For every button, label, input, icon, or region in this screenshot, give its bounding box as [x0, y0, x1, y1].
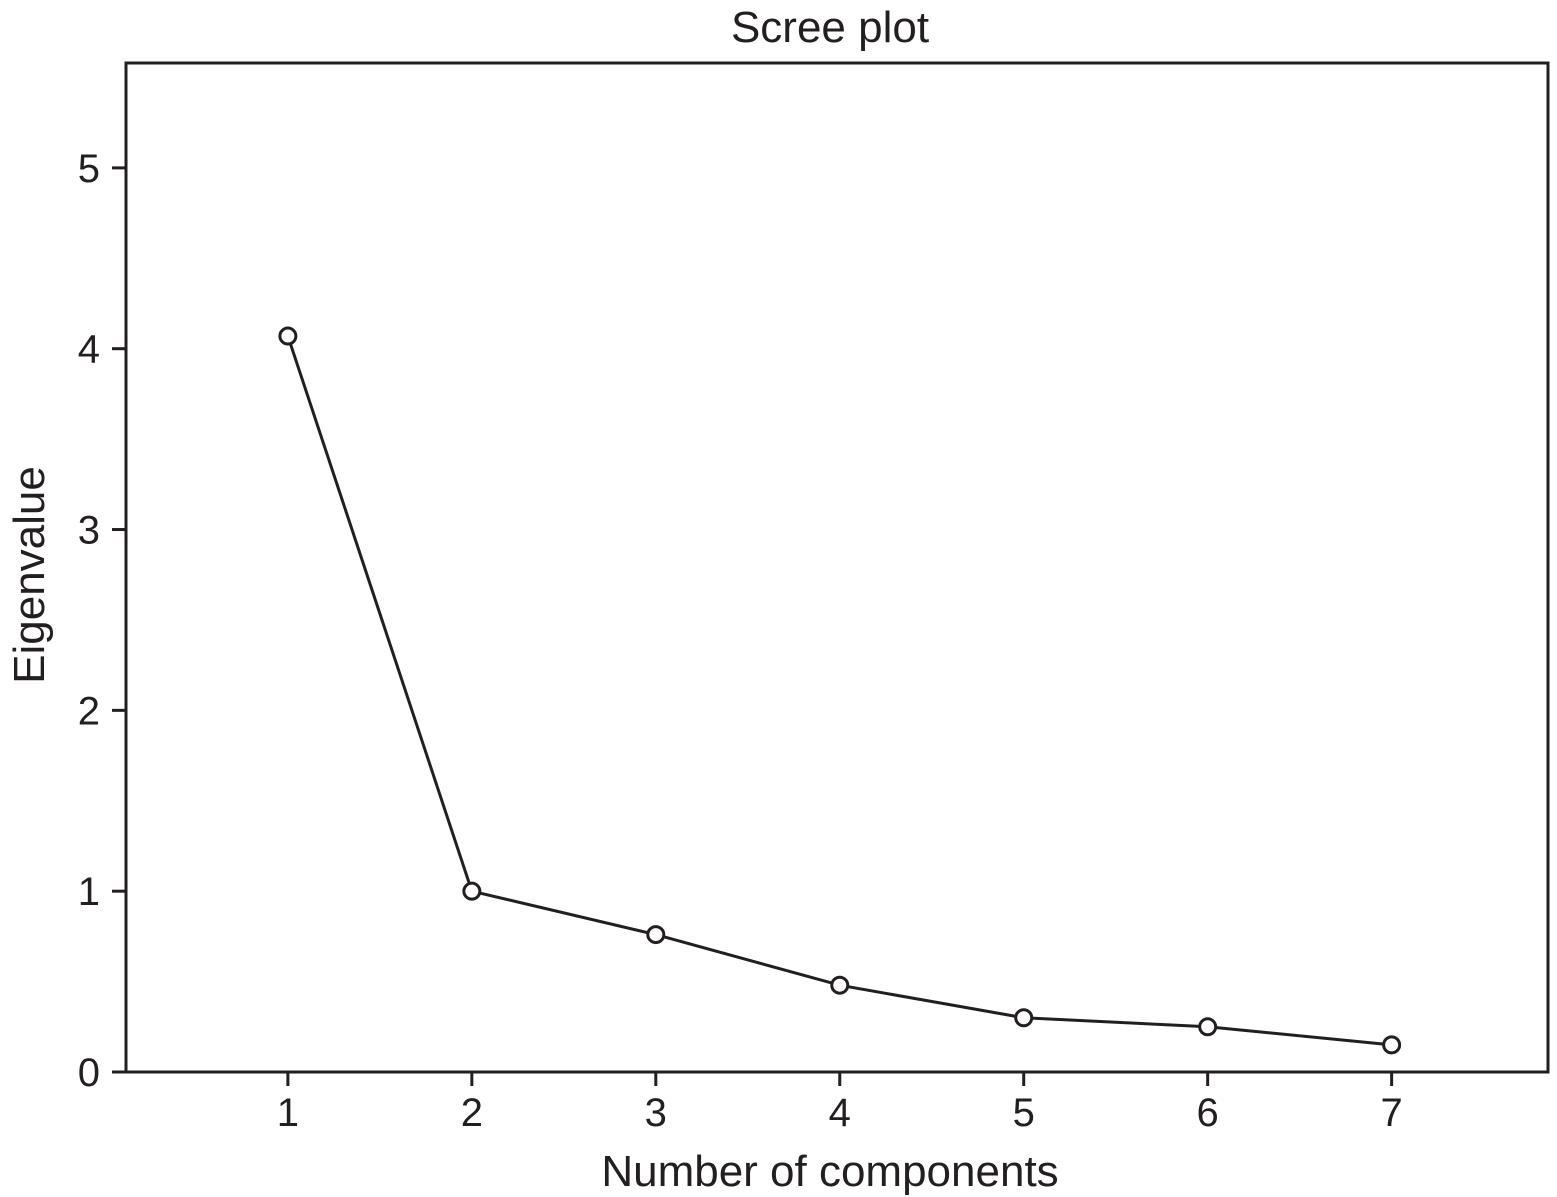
x-tick-label: 3 [645, 1091, 667, 1135]
x-tick-label: 6 [1197, 1091, 1219, 1135]
y-axis: 0 1 2 3 4 5 [78, 147, 126, 1095]
x-tick-label: 4 [829, 1091, 851, 1135]
x-tick-label: 2 [461, 1091, 483, 1135]
y-tick-label: 4 [78, 328, 100, 372]
x-tick-label: 7 [1381, 1091, 1403, 1135]
y-tick-label: 3 [78, 509, 100, 553]
x-tick-label: 5 [1013, 1091, 1035, 1135]
series-line [286, 335, 1392, 1047]
plot-frame [124, 61, 1550, 1074]
data-point [1014, 1008, 1034, 1028]
x-axis-label: Number of components [601, 1147, 1058, 1196]
y-tick-label: 0 [78, 1051, 100, 1095]
y-tick-label: 5 [78, 147, 100, 191]
data-point [462, 881, 482, 901]
chart-title: Scree plot [731, 3, 929, 52]
x-axis: 1 2 3 4 5 6 7 [277, 1072, 1403, 1135]
data-point [1198, 1017, 1218, 1037]
data-point [646, 925, 666, 945]
series-eigenvalue [278, 326, 1402, 1055]
x-tick-label: 1 [277, 1091, 299, 1135]
y-tick-label: 2 [78, 689, 100, 733]
y-tick-label: 1 [78, 870, 100, 914]
data-point [1382, 1035, 1402, 1055]
data-point [830, 975, 850, 995]
data-point [278, 326, 298, 346]
y-axis-label: Eigenvalue [5, 466, 54, 684]
